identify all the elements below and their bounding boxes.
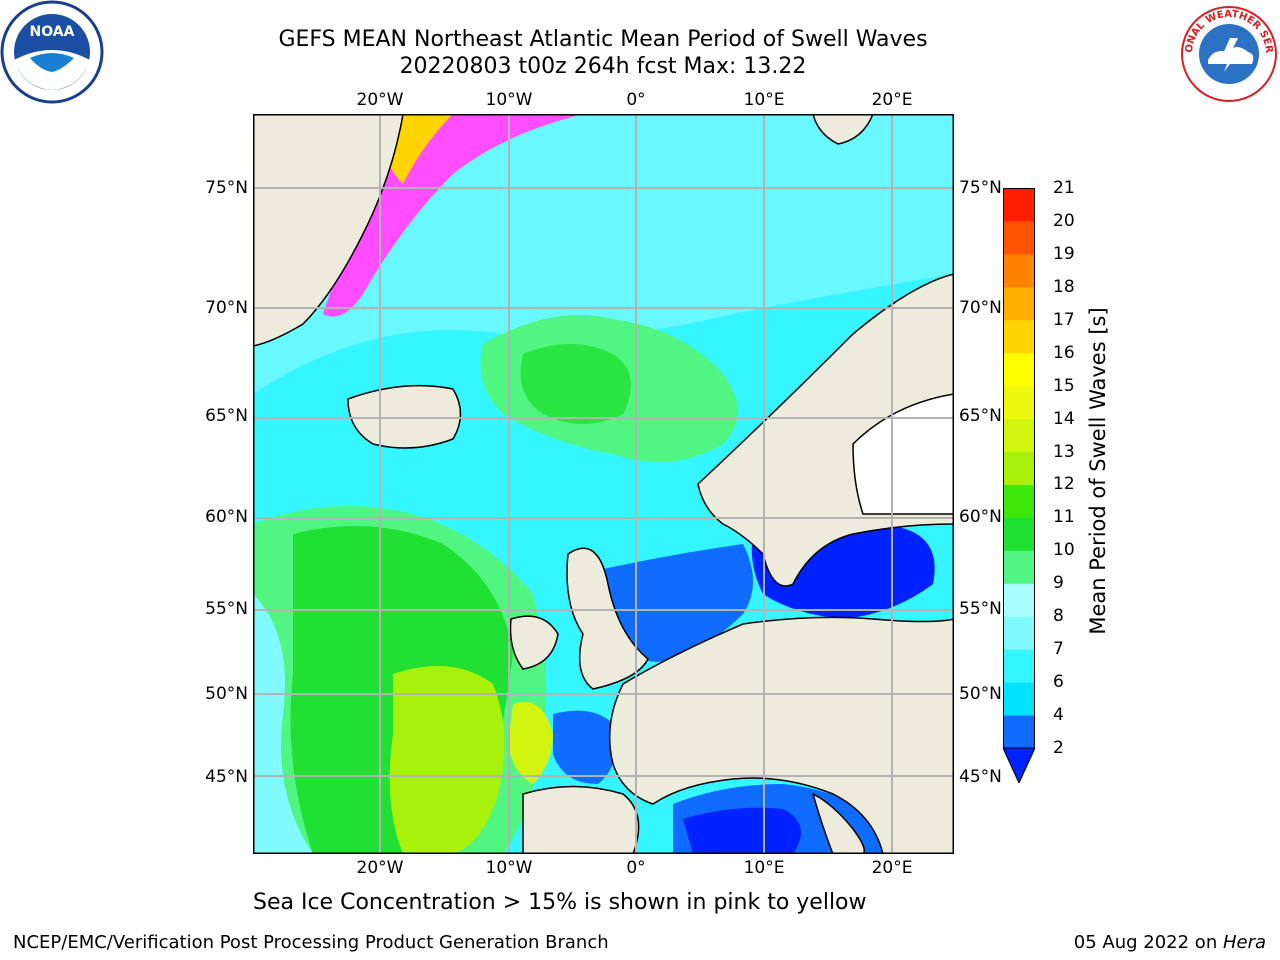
lon-label-top-20e: 20°E	[871, 90, 913, 110]
colorbar-tick-label: 15	[1053, 375, 1075, 396]
colorbar-tick-label: 4	[1053, 705, 1064, 726]
colorbar-segment	[1003, 649, 1035, 683]
lat-label-left-55n: 55°N	[205, 599, 248, 619]
colorbar-segment	[1003, 220, 1035, 255]
lat-label-left-45n: 45°N	[205, 767, 248, 787]
greenland-landmass	[253, 114, 404, 347]
noaa-logo-icon: NOAA	[0, 0, 104, 104]
lat-label-right-45n: 45°N	[959, 767, 1002, 787]
iceland-landmass	[347, 384, 462, 449]
colorbar-tick-label: 7	[1053, 639, 1064, 660]
lat-label-right-60n: 60°N	[959, 507, 1002, 527]
colorbar-tick-label: 17	[1053, 309, 1075, 330]
colorbar-title: Mean Period of Swell Waves [s]	[1086, 307, 1110, 635]
colorbar-segment	[1003, 385, 1035, 420]
lon-label-top-20w: 20°W	[356, 90, 404, 110]
colorbar-segment	[1003, 352, 1035, 387]
lat-label-left-70n: 70°N	[205, 298, 248, 318]
ireland-landmass	[509, 615, 559, 670]
colorbar-under-arrow	[1003, 747, 1035, 783]
colorbar-segment	[1003, 319, 1035, 354]
lat-label-left-75n: 75°N	[205, 178, 248, 198]
lat-label-right-70n: 70°N	[959, 298, 1002, 318]
colorbar-tick-label: 19	[1053, 243, 1075, 264]
colorbar-segment	[1003, 484, 1035, 518]
colorbar-segment	[1003, 583, 1035, 617]
colorbar-segment	[1003, 682, 1035, 716]
lon-label-top-0: 0°	[626, 90, 646, 110]
credit-line: NCEP/EMC/Verification Post Processing Pr…	[13, 932, 609, 953]
colorbar-segment	[1003, 550, 1035, 584]
plot-title: GEFS MEAN Northeast Atlantic Mean Period…	[278, 27, 928, 52]
plot-subtitle: 20220803 t00z 264h fcst Max: 13.22	[399, 54, 807, 79]
british-isles-landmass	[566, 547, 649, 690]
lat-label-left-50n: 50°N	[205, 684, 248, 704]
colorbar-tick-label: 16	[1053, 342, 1075, 363]
colorbar-segment	[1003, 418, 1035, 453]
colorbar-tick-label: 14	[1053, 408, 1075, 429]
colorbar-frame	[1003, 188, 1035, 749]
lat-label-right-75n: 75°N	[959, 178, 1002, 198]
colorbar	[1003, 188, 1035, 783]
lon-label-bottom-10e: 10°E	[743, 858, 785, 878]
colorbar-segment	[1003, 188, 1035, 222]
colorbar-segment	[1003, 451, 1035, 485]
colorbar-segment	[1003, 616, 1035, 650]
colorbar-tick-label: 8	[1053, 606, 1064, 627]
generation-stamp: 05 Aug 2022 on Hera	[1074, 932, 1266, 953]
lon-label-bottom-20w: 20°W	[356, 858, 404, 878]
noaa-logo-text: NOAA	[30, 24, 75, 40]
colorbar-segment	[1003, 253, 1035, 288]
colorbar-tick-label: 2	[1053, 738, 1064, 758]
iberia-landmass	[522, 785, 640, 854]
svalbard-landmass	[812, 114, 874, 145]
lon-label-top-10e: 10°E	[743, 90, 785, 110]
colorbar-segment	[1003, 517, 1035, 551]
colorbar-tick-label: 21	[1053, 178, 1075, 198]
lat-label-right-55n: 55°N	[959, 599, 1002, 619]
colorbar-tick-label: 9	[1053, 573, 1064, 594]
lon-label-bottom-10w: 10°W	[485, 858, 533, 878]
colorbar-tick-label: 11	[1053, 507, 1075, 528]
colorbar-segment	[1003, 715, 1035, 749]
lon-label-bottom-0: 0°	[626, 858, 646, 878]
sea-ice-note: Sea Ice Concentration > 15% is shown in …	[253, 890, 867, 915]
map-frame	[253, 114, 954, 854]
lat-label-right-65n: 65°N	[959, 406, 1002, 426]
machine-name: Hera	[1222, 932, 1266, 953]
lon-label-top-10w: 10°W	[485, 90, 533, 110]
swell-zone-north-sea	[603, 544, 753, 662]
generation-date: 05 Aug 2022 on	[1073, 932, 1223, 953]
colorbar-segments	[1003, 188, 1035, 749]
lon-label-bottom-20e: 20°E	[871, 858, 913, 878]
colorbar-segment	[1003, 286, 1035, 321]
colorbar-tick-label: 10	[1053, 540, 1075, 561]
map-gridlines	[253, 114, 954, 854]
colorbar-tick-label: 12	[1053, 474, 1075, 495]
colorbar-tick-label: 13	[1053, 441, 1075, 462]
colorbar-tick-label: 20	[1053, 210, 1075, 231]
colorbar-tick-label: 18	[1053, 276, 1075, 297]
lat-label-left-60n: 60°N	[205, 507, 248, 527]
nws-logo-icon: NATIONAL WEATHER SERVICE	[1178, 4, 1277, 102]
italy-landmass	[811, 792, 865, 854]
colorbar-tick-label: 6	[1053, 672, 1064, 693]
swell-period-map	[253, 114, 954, 854]
lat-label-left-65n: 65°N	[205, 406, 248, 426]
lat-label-right-50n: 50°N	[959, 684, 1002, 704]
